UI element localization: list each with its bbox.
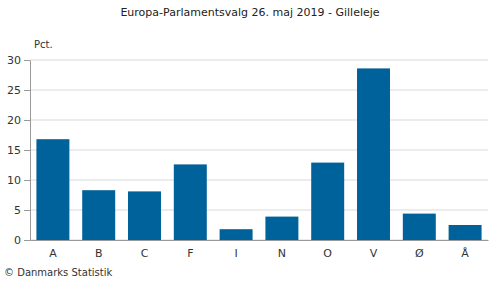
plot: 0 5 10 15 20 25 30 A B C F I N O V Ø Å — [7, 54, 489, 260]
x-tick-label: A — [49, 247, 57, 260]
x-tick-label: F — [187, 247, 193, 260]
y-tick: 25 — [7, 84, 30, 97]
bar — [311, 163, 344, 240]
y-tick-mark — [24, 210, 30, 211]
chart: 0 5 10 15 20 25 30 A B C F I N O V Ø Å Europa-Parlamentsv… — [0, 0, 500, 282]
bar — [449, 225, 482, 240]
y-tick-label: 0 — [14, 234, 21, 247]
bar — [174, 164, 207, 240]
grid-line — [30, 180, 488, 181]
bar — [128, 191, 161, 240]
x-tick-label: N — [278, 247, 286, 260]
title: Europa-Parlamentsvalg 26. maj 2019 - Gil… — [120, 6, 379, 19]
y-tick: 5 — [14, 204, 30, 217]
x-tick: F — [187, 240, 193, 260]
grid-line — [30, 60, 488, 61]
x-axis-line — [31, 240, 489, 241]
x-tick: N — [278, 240, 286, 260]
bar — [82, 190, 115, 240]
y-axis-line — [30, 61, 31, 241]
y-axis: 0 5 10 15 20 25 30 — [7, 54, 31, 247]
x-tick: O — [323, 240, 332, 260]
y-tick: 0 — [14, 234, 30, 247]
x-tick-label: B — [95, 247, 103, 260]
bars — [36, 68, 481, 240]
x-tick-label: V — [370, 247, 378, 260]
grid-line — [30, 150, 488, 151]
y-tick-label: 10 — [7, 174, 21, 187]
x-tick-label: Å — [461, 247, 469, 260]
bar — [403, 214, 436, 240]
x-tick: B — [95, 240, 103, 260]
y-tick-label: 15 — [7, 144, 21, 157]
bar — [265, 217, 298, 240]
x-tick: C — [141, 240, 149, 260]
y-tick-mark — [24, 60, 30, 61]
x-tick: I — [234, 240, 237, 260]
x-tick-label: C — [141, 247, 149, 260]
y-tick: 20 — [7, 114, 30, 127]
grid — [30, 60, 488, 240]
y-tick-mark — [24, 240, 30, 241]
y-tick-mark — [24, 90, 30, 91]
x-axis: ABCFINOVØÅ — [31, 240, 489, 260]
y-tick-mark — [24, 180, 30, 181]
x-tick-label: Ø — [415, 247, 424, 260]
y-tick: 30 — [7, 54, 30, 67]
x-tick: Å — [461, 240, 469, 260]
y-tick-label: 30 — [7, 54, 21, 67]
grid-line — [30, 120, 488, 121]
y-tick: 10 — [7, 174, 30, 187]
x-tick: Ø — [415, 240, 424, 260]
y-label: Pct. — [34, 39, 53, 50]
y-tick-mark — [24, 150, 30, 151]
y-tick-label: 25 — [7, 84, 21, 97]
grid-line — [30, 90, 488, 91]
source: © Danmarks Statistik — [4, 267, 113, 278]
y-tick-label: 5 — [14, 204, 21, 217]
bar — [357, 68, 390, 240]
x-tick-label: I — [234, 247, 237, 260]
x-tick-label: O — [323, 247, 332, 260]
x-tick: V — [370, 240, 378, 260]
x-tick: A — [49, 240, 57, 260]
y-tick-mark — [24, 120, 30, 121]
bar — [220, 229, 253, 240]
y-tick: 15 — [7, 144, 30, 157]
y-tick-label: 20 — [7, 114, 21, 127]
bar — [36, 139, 69, 240]
